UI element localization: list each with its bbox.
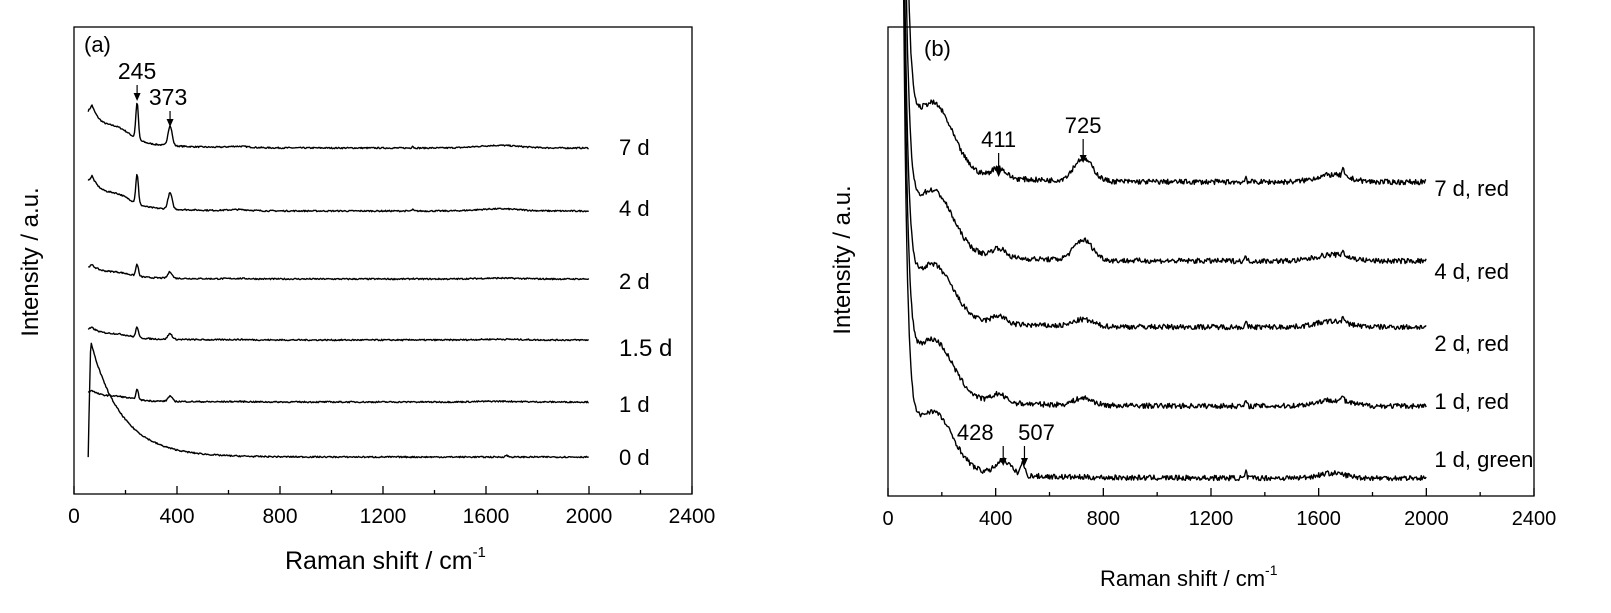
annotation-arrowhead (995, 169, 1003, 177)
series-label: 1 d, red (1434, 389, 1509, 414)
x-tick-label: 2000 (566, 505, 613, 528)
panel-b-ylabel: Intensity / a.u. (829, 185, 856, 334)
annotation-arrowhead (999, 458, 1007, 466)
x-tick-label: 0 (68, 505, 80, 528)
x-tick-label: 2400 (669, 505, 716, 528)
panel-b-xlabel-sup: -1 (1265, 562, 1278, 578)
x-tick-label: 1600 (1296, 508, 1341, 530)
series-label: 1.5 d (619, 335, 672, 362)
x-tick-label: 800 (262, 505, 297, 528)
series-label: 4 d (619, 196, 650, 221)
series-label: 1 d, green (1434, 447, 1533, 472)
trace-1-d-red (903, 0, 1427, 410)
panel-b: (b) 0 400 800 1200 1600 2000 2400 411 725 428 507… (829, 0, 1556, 591)
panel-b-xlabel-main: Raman shift / cm (1100, 566, 1265, 591)
annotation-label: 373 (149, 84, 187, 110)
x-tick-label: 2000 (1404, 508, 1449, 530)
x-tick-label: 1600 (463, 505, 510, 528)
trace-7-d (87, 102, 589, 150)
x-tick-label: 0 (882, 508, 893, 530)
annotation-label: 245 (118, 58, 156, 84)
panel-a-xlabel: Raman shift / cm-1 (285, 544, 486, 575)
x-tick-label: 2400 (1512, 508, 1557, 530)
series-label: 2 d, red (1434, 331, 1509, 356)
panel-b-xlabel: Raman shift / cm-1 (1100, 562, 1278, 591)
panel-a-series-labels: 7 d 4 d 2 d 1.5 d 1 d 0 d (619, 135, 672, 470)
x-tick-label: 800 (1087, 508, 1120, 530)
panel-b-series-labels: 7 d, red 4 d, red 2 d, red 1 d, red 1 d, gre… (1434, 176, 1533, 472)
panel-b-traces (902, 0, 1427, 482)
trace-2-d-red (904, 0, 1427, 331)
annotation-label: 411 (981, 127, 1016, 152)
trace-1-5-d (87, 326, 589, 342)
panel-b-annotations: 411 725 428 507 (957, 113, 1102, 466)
trace-7-d-red (908, 0, 1427, 186)
annotation-label: 725 (1065, 113, 1102, 138)
series-label: 7 d, red (1434, 176, 1509, 201)
series-label: 1 d (619, 392, 650, 417)
trace-4-d (87, 173, 589, 213)
trace-4-d-red (905, 0, 1427, 265)
trace-1-d (87, 388, 589, 404)
annotation-label: 507 (1018, 420, 1055, 445)
x-tick-label: 400 (979, 508, 1012, 530)
annotation-arrowhead (1079, 155, 1087, 163)
panel-a-xlabel-main: Raman shift / cm (285, 547, 473, 575)
panel-a-xlabel-sup: -1 (473, 544, 486, 561)
trace-0-d (87, 342, 589, 459)
annotation-arrowhead (1020, 458, 1028, 466)
x-tick-label: 1200 (360, 505, 407, 528)
trace-2-d (87, 263, 590, 281)
annotation-arrowhead (166, 119, 174, 127)
panel-b-label: (b) (924, 36, 951, 61)
panel-a-label: (a) (84, 32, 111, 57)
x-tick-label: 400 (159, 505, 194, 528)
trace-1-d-green (902, 0, 1427, 482)
series-label: 4 d, red (1434, 259, 1509, 284)
panel-a-ylabel: Intensity / a.u. (17, 187, 44, 336)
panel-b-x-ticks: 0 400 800 1200 1600 2000 2400 (882, 488, 1556, 530)
x-tick-label: 1200 (1189, 508, 1234, 530)
series-label: 0 d (619, 445, 650, 470)
panel-a-traces (87, 102, 590, 459)
annotation-arrowhead (133, 93, 141, 101)
series-label: 2 d (619, 269, 650, 294)
panel-a-x-ticks: 0 400 800 1200 1600 2000 2400 (68, 486, 715, 528)
annotation-label: 428 (957, 420, 994, 445)
series-label: 7 d (619, 135, 650, 160)
